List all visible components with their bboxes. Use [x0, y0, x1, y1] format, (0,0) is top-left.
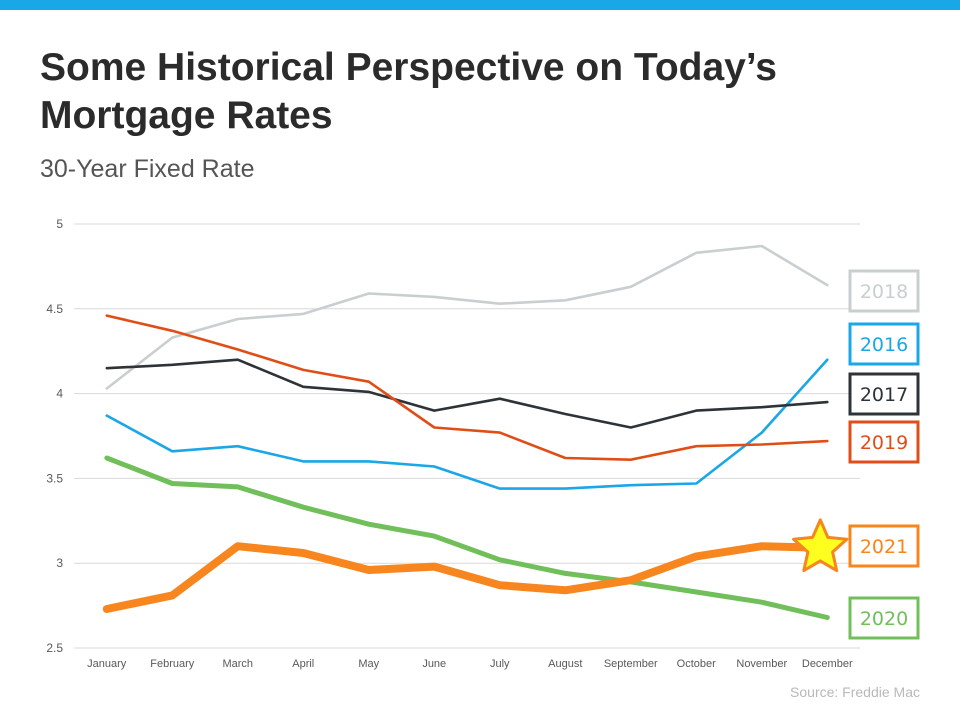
series-lines [102, 244, 832, 620]
x-tick-label: February [150, 658, 195, 670]
legend-item-2018: 2018 [848, 269, 920, 313]
series-line-2019 [105, 314, 829, 462]
legend-item-2016: 2016 [848, 322, 920, 366]
top-accent-bar [0, 0, 960, 10]
x-tick-label: October [677, 658, 716, 670]
legend-box [848, 420, 920, 464]
legend-box [848, 524, 920, 568]
legend-item-2017: 2017 [848, 372, 920, 416]
x-tick-label: August [548, 658, 582, 670]
y-tick-label: 3.5 [46, 471, 63, 485]
y-axis-ticks: 5 4.5 4 3.5 3 2.5 [46, 217, 63, 655]
y-tick-label: 2.5 [46, 641, 63, 655]
legend: 2018 2016 2017 2019 2020 2021 [848, 269, 920, 640]
legend-label: 2021 [860, 536, 908, 558]
series-line-2020 [104, 455, 830, 620]
y-tick-label: 4.5 [46, 302, 63, 316]
legend-label: 2019 [860, 432, 908, 454]
legend-box [848, 269, 920, 313]
series-line-2021 [102, 542, 832, 613]
chart-title: Some Historical Perspective on Today’s M… [40, 46, 777, 137]
markers [106, 245, 849, 618]
chart-subtitle: 30-Year Fixed Rate [40, 155, 255, 183]
x-tick-label: July [490, 658, 510, 670]
star-marker-icon [792, 518, 849, 573]
x-tick-label: December [802, 658, 853, 670]
legend-box [848, 596, 920, 640]
x-tick-label: November [736, 658, 787, 670]
y-tick-label: 4 [56, 387, 63, 401]
legend-item-2021: 2021 [848, 524, 920, 568]
y-tick-label: 5 [56, 217, 63, 231]
series-line-2018 [105, 244, 829, 390]
series-line-2016 [105, 358, 829, 490]
source-note: Source: Freddie Mac [790, 684, 920, 700]
legend-item-2020: 2020 [848, 596, 920, 640]
series-line-2017 [105, 358, 829, 429]
legend-label: 2018 [860, 281, 908, 303]
legend-label: 2020 [860, 608, 908, 630]
y-tick-label: 3 [56, 556, 63, 570]
x-tick-label: June [422, 658, 446, 670]
legend-box [848, 372, 920, 416]
legend-label: 2017 [860, 384, 908, 406]
legend-label: 2016 [860, 334, 908, 356]
x-tick-label: September [604, 658, 658, 670]
legend-box [848, 322, 920, 366]
x-tick-label: April [292, 658, 314, 670]
x-tick-label: May [358, 658, 379, 670]
legend-item-2019: 2019 [848, 420, 920, 464]
x-axis-ticks: January February March April May June July Augu… [87, 658, 853, 670]
x-tick-label: January [87, 658, 127, 670]
x-tick-label: March [222, 658, 253, 670]
